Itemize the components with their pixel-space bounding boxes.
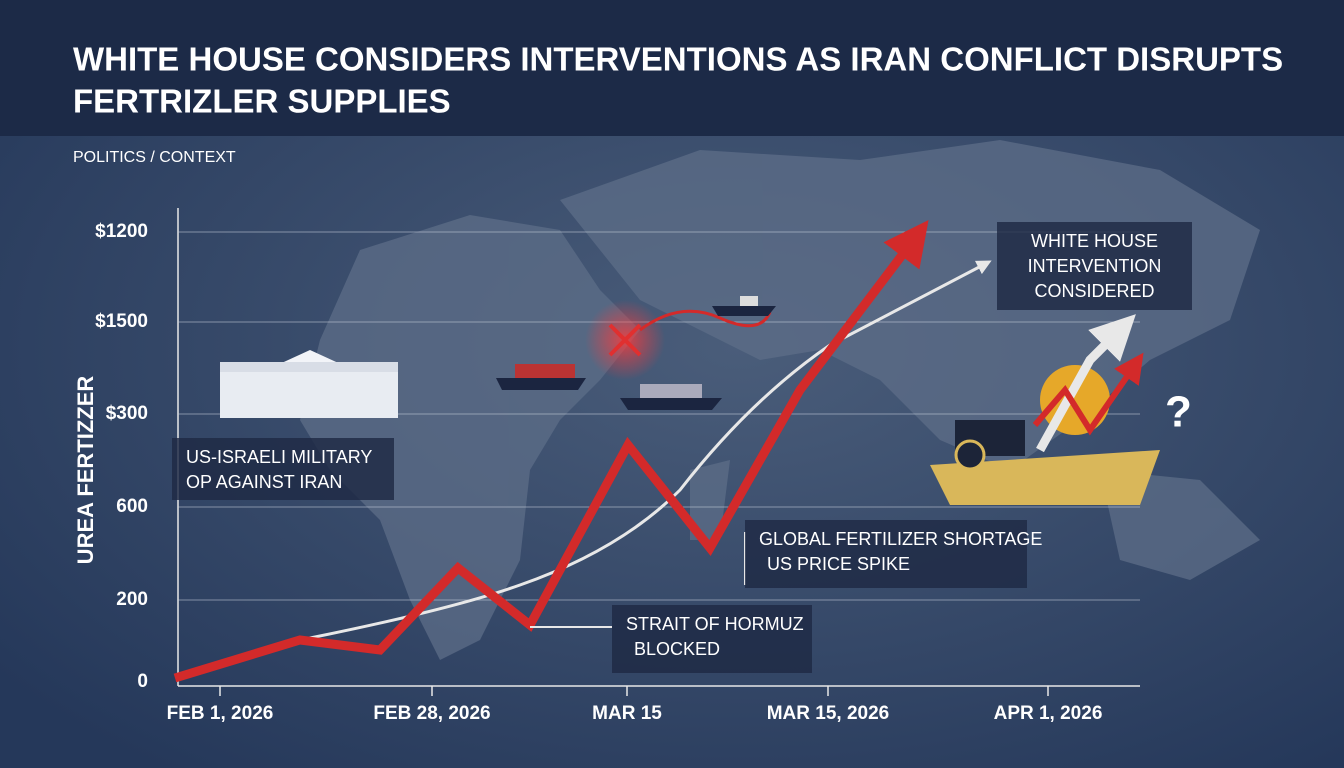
- x-tick-label: FEB 1, 2026: [167, 703, 274, 724]
- callout-text: CONSIDERED: [1034, 281, 1154, 301]
- callout-text: WHITE HOUSE: [1031, 231, 1158, 251]
- title: WHITE HOUSE CONSIDERS INTERVENTIONS AS I…: [73, 41, 1283, 78]
- section-label: POLITICS / CONTEXT: [73, 149, 236, 166]
- y-tick-label: 0: [137, 671, 148, 692]
- axes: [177, 208, 1140, 696]
- callout-text: US-ISRAELI MILITARY: [186, 447, 372, 467]
- x-tick-label: APR 1, 2026: [994, 703, 1103, 724]
- svg-text:?: ?: [1165, 388, 1192, 437]
- y-tick-label: 200: [116, 589, 148, 610]
- callout-box: [612, 605, 812, 673]
- x-tick-label: MAR 15: [592, 703, 662, 724]
- callout-text: INTERVENTION: [1028, 256, 1162, 276]
- callout-box: [745, 520, 1027, 588]
- title: FERTRIZLER SUPPLIES: [73, 83, 451, 120]
- farm-icon: ?: [930, 314, 1192, 505]
- callout-text: OP AGAINST IRAN: [186, 472, 342, 492]
- ships: [496, 296, 776, 410]
- price-line: [173, 220, 929, 683]
- route: [639, 309, 772, 332]
- x-tick-label: FEB 28, 2026: [373, 703, 490, 724]
- callout-box: [172, 438, 394, 500]
- callout-text: US PRICE SPIKE: [767, 554, 910, 574]
- blocked-icon: [608, 323, 642, 357]
- white-house-icon: [220, 350, 398, 418]
- y-tick-label: $1500: [95, 311, 148, 332]
- callout-text: STRAIT OF HORMUZ: [626, 614, 804, 634]
- callout-box: [997, 222, 1192, 310]
- y-tick-label: $1200: [95, 221, 148, 242]
- trend-line: [299, 260, 992, 642]
- title-band: [0, 0, 1344, 136]
- y-axis-title: UREA FERTIZZER: [73, 376, 98, 565]
- callout-text: GLOBAL FERTILIZER SHORTAGE: [759, 529, 1042, 549]
- x-tick-label: MAR 15, 2026: [767, 703, 890, 724]
- callout-text: BLOCKED: [634, 639, 720, 659]
- y-tick-label: $300: [106, 403, 148, 424]
- y-tick-label: 600: [116, 496, 148, 517]
